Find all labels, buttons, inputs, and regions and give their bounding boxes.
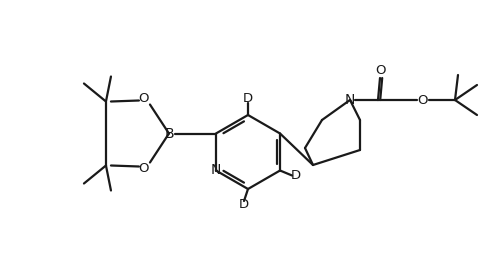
Text: O: O — [418, 93, 428, 107]
Text: D: D — [239, 198, 249, 211]
Text: O: O — [138, 92, 149, 105]
Text: D: D — [243, 92, 253, 105]
Text: D: D — [291, 169, 301, 182]
Text: N: N — [345, 93, 355, 107]
Text: O: O — [138, 162, 149, 175]
Text: N: N — [211, 163, 221, 178]
Text: O: O — [375, 63, 385, 76]
Text: B: B — [164, 127, 174, 140]
